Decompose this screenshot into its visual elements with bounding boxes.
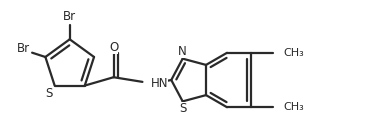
Text: Br: Br [17,42,30,55]
Text: S: S [179,102,186,115]
Text: CH₃: CH₃ [284,48,305,58]
Text: Br: Br [63,10,76,23]
Text: S: S [45,87,52,100]
Text: CH₃: CH₃ [284,102,305,112]
Text: HN: HN [151,77,168,90]
Text: O: O [109,41,118,54]
Text: N: N [178,45,186,58]
